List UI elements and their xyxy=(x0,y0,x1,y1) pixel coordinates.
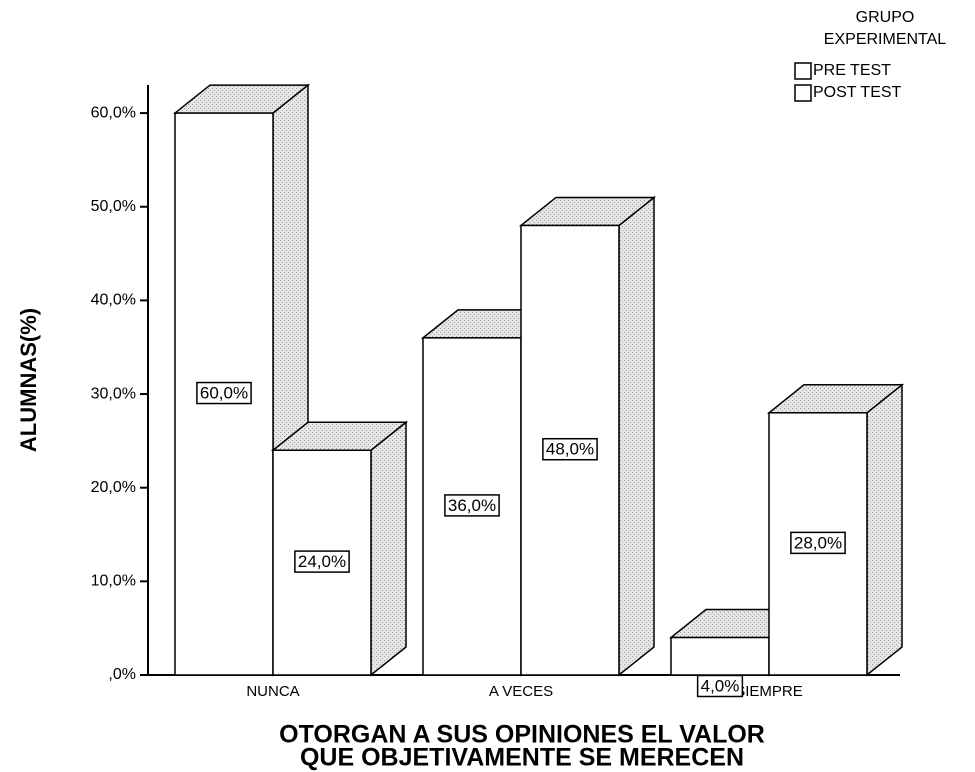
y-tick-label: 60,0% xyxy=(91,104,136,121)
legend-title: GRUPO xyxy=(856,9,915,26)
data-label-box xyxy=(542,437,598,461)
bar-side xyxy=(370,420,407,677)
bar xyxy=(670,636,770,676)
y-axis-label: ALUMNAS(%) xyxy=(16,308,41,452)
data-label: 24,0% xyxy=(298,552,346,571)
data-label-box xyxy=(696,674,744,698)
data-label-box xyxy=(196,381,252,405)
y-tick-label: 40,0% xyxy=(91,292,136,309)
bar-side xyxy=(618,195,655,677)
legend-title: EXPERIMENTAL xyxy=(824,31,947,48)
x-axis-label: OTORGAN A SUS OPINIONES EL VALOR xyxy=(279,721,765,749)
legend-swatch xyxy=(794,62,812,80)
data-label-box xyxy=(294,550,350,573)
legend-swatch xyxy=(794,84,812,102)
y-tick-label: 20,0% xyxy=(91,479,136,496)
x-tick-label: NUNCA xyxy=(246,683,299,700)
data-label: 60,0% xyxy=(200,384,248,403)
data-label: 48,0% xyxy=(546,440,594,459)
x-tick-label: A VECES xyxy=(489,683,553,700)
legend-label: PRE TEST xyxy=(813,62,891,79)
y-tick-label: 10,0% xyxy=(91,573,136,590)
x-tick-label: SIEMPRE xyxy=(735,683,803,700)
data-label-box xyxy=(444,494,500,517)
data-label: 4,0% xyxy=(701,676,740,695)
data-label: 36,0% xyxy=(448,496,496,515)
y-tick-label: 30,0% xyxy=(91,385,136,402)
x-axis-label: QUE OBJETIVAMENTE SE MERECEN xyxy=(300,744,744,772)
bar-side xyxy=(866,383,903,677)
data-label-box xyxy=(790,531,846,555)
data-label: 28,0% xyxy=(794,533,842,552)
y-tick-label: ,0% xyxy=(108,666,136,683)
y-tick-label: 50,0% xyxy=(91,198,136,215)
legend-label: POST TEST xyxy=(813,84,902,101)
